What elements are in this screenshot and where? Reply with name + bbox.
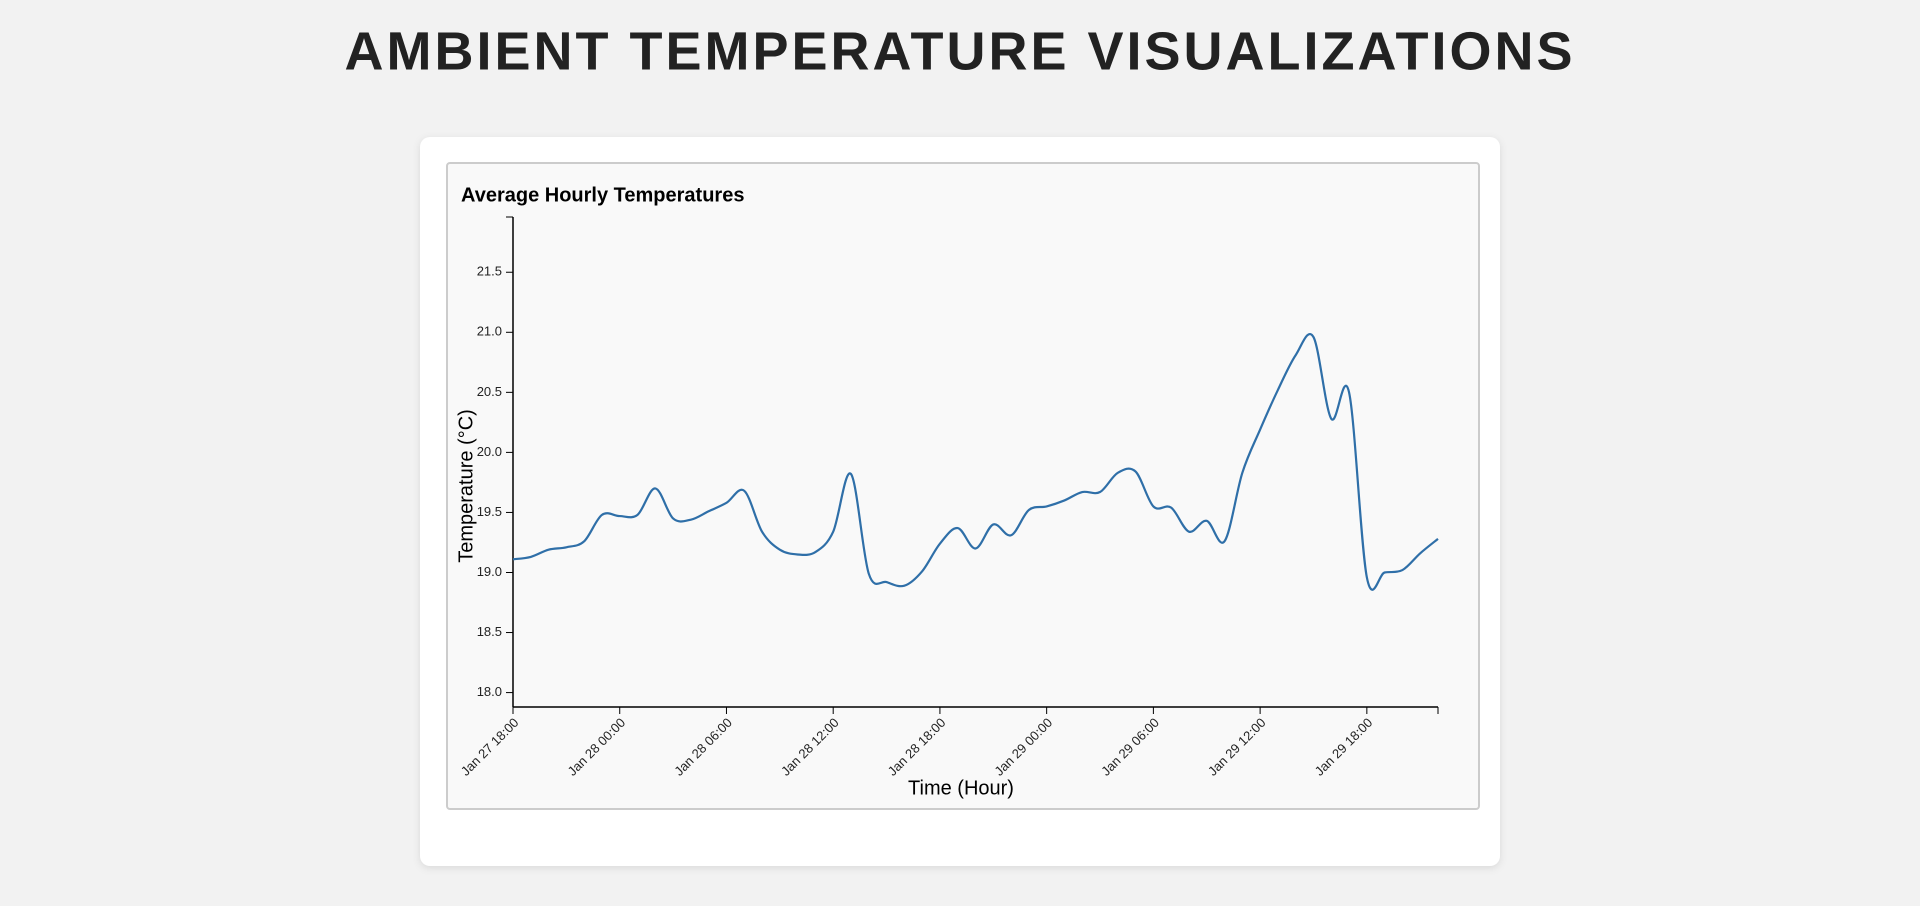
y-axis-label: Temperature (°C) (455, 409, 477, 563)
y-tick-label: 21.5 (477, 264, 502, 279)
chart-panel (446, 162, 1480, 810)
y-tick-label: 19.5 (477, 504, 502, 519)
y-tick-label: 18.5 (477, 624, 502, 639)
y-tick-label: 20.0 (477, 444, 502, 459)
y-tick-label: 19.0 (477, 564, 502, 579)
y-tick-label: 21.0 (477, 324, 502, 339)
chart-title: Average Hourly Temperatures (461, 184, 744, 206)
x-axis-label: Time (Hour) (908, 777, 1014, 799)
page-title: AMBIENT TEMPERATURE VISUALIZATIONS (345, 21, 1576, 81)
y-tick-label: 18.0 (477, 684, 502, 699)
y-tick-label: 20.5 (477, 384, 502, 399)
temperature-line (512, 333, 1439, 591)
